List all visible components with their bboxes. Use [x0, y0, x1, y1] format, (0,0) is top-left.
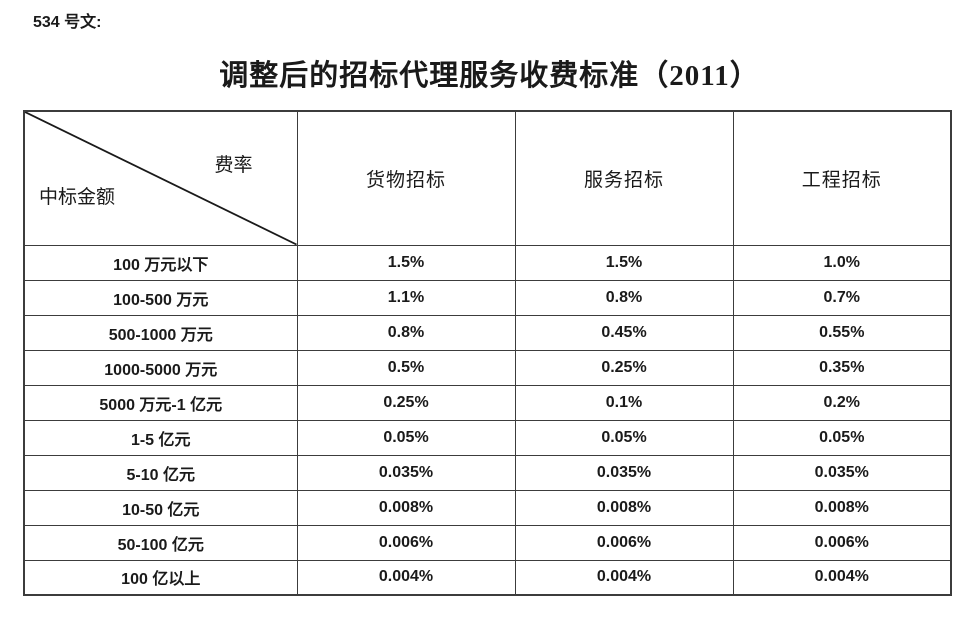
rate-cell-engineering: 0.05% — [732, 419, 952, 456]
rate-cell-goods: 1.1% — [296, 279, 516, 316]
rate-cell-engineering: 0.2% — [732, 384, 952, 421]
rate-cell-engineering: 0.008% — [732, 489, 952, 526]
table-body: 100 万元以下 1.5% 1.5% 1.0% 100-500 万元 1.1% … — [23, 244, 952, 596]
amount-cell: 100 亿以上 — [23, 559, 298, 596]
table-row: 100-500 万元 1.1% 0.8% 0.7% — [23, 279, 952, 316]
rate-cell-services: 0.45% — [514, 314, 734, 351]
table-row: 10-50 亿元 0.008% 0.008% 0.008% — [23, 489, 952, 526]
rate-cell-engineering: 0.35% — [732, 349, 952, 386]
rate-cell-goods: 0.006% — [296, 524, 516, 561]
rate-cell-services: 0.8% — [514, 279, 734, 316]
table-row: 100 万元以下 1.5% 1.5% 1.0% — [23, 244, 952, 281]
column-header-services: 服务招标 — [514, 110, 734, 246]
amount-cell: 1-5 亿元 — [23, 419, 298, 456]
rate-cell-engineering: 0.035% — [732, 454, 952, 491]
table-row: 500-1000 万元 0.8% 0.45% 0.55% — [23, 314, 952, 351]
page-title: 调整后的招标代理服务收费标准（2011） — [219, 60, 760, 92]
rate-cell-services: 0.05% — [514, 419, 734, 456]
rate-cell-services: 0.006% — [514, 524, 734, 561]
amount-cell: 500-1000 万元 — [23, 314, 298, 351]
rate-cell-goods: 1.5% — [296, 244, 516, 281]
rate-cell-engineering: 0.7% — [732, 279, 952, 316]
rate-cell-goods: 0.008% — [296, 489, 516, 526]
rate-cell-engineering: 0.006% — [732, 524, 952, 561]
amount-cell: 5000 万元-1 亿元 — [23, 384, 298, 421]
table-row: 5-10 亿元 0.035% 0.035% 0.035% — [23, 454, 952, 491]
doc-number-label: 534 号文: — [33, 14, 102, 31]
amount-cell: 10-50 亿元 — [23, 489, 298, 526]
rate-cell-engineering: 0.55% — [732, 314, 952, 351]
rate-cell-goods: 0.8% — [296, 314, 516, 351]
rate-cell-services: 0.004% — [514, 559, 734, 596]
table-header-row: 费率 中标金额 货物招标 服务招标 工程招标 — [23, 110, 952, 246]
diagonal-corner-cell: 费率 中标金额 — [23, 110, 298, 246]
table-row: 1-5 亿元 0.05% 0.05% 0.05% — [23, 419, 952, 456]
amount-cell: 5-10 亿元 — [23, 454, 298, 491]
diagonal-line — [25, 112, 297, 245]
rate-cell-goods: 0.5% — [296, 349, 516, 386]
table-row: 1000-5000 万元 0.5% 0.25% 0.35% — [23, 349, 952, 386]
rate-cell-services: 0.035% — [514, 454, 734, 491]
rate-cell-engineering: 1.0% — [732, 244, 952, 281]
table-row: 100 亿以上 0.004% 0.004% 0.004% — [23, 559, 952, 596]
table-row: 5000 万元-1 亿元 0.25% 0.1% 0.2% — [23, 384, 952, 421]
amount-cell: 50-100 亿元 — [23, 524, 298, 561]
column-header-goods: 货物招标 — [296, 110, 516, 246]
rate-cell-services: 0.1% — [514, 384, 734, 421]
corner-label-rate: 费率 — [214, 155, 253, 176]
rate-cell-goods: 0.035% — [296, 454, 516, 491]
amount-cell: 100 万元以下 — [23, 244, 298, 281]
rate-cell-goods: 0.05% — [296, 419, 516, 456]
table-row: 50-100 亿元 0.006% 0.006% 0.006% — [23, 524, 952, 561]
rate-cell-goods: 0.004% — [296, 559, 516, 596]
rate-cell-engineering: 0.004% — [732, 559, 952, 596]
amount-cell: 100-500 万元 — [23, 279, 298, 316]
rate-cell-services: 0.008% — [514, 489, 734, 526]
rate-cell-services: 1.5% — [514, 244, 734, 281]
fee-rate-table: 费率 中标金额 货物招标 服务招标 工程招标 100 万元以下 1.5% 1.5… — [23, 110, 952, 596]
rate-cell-goods: 0.25% — [296, 384, 516, 421]
rate-cell-services: 0.25% — [514, 349, 734, 386]
corner-label-amount: 中标金额 — [39, 186, 116, 208]
amount-cell: 1000-5000 万元 — [23, 349, 298, 386]
column-header-engineering: 工程招标 — [732, 110, 952, 246]
